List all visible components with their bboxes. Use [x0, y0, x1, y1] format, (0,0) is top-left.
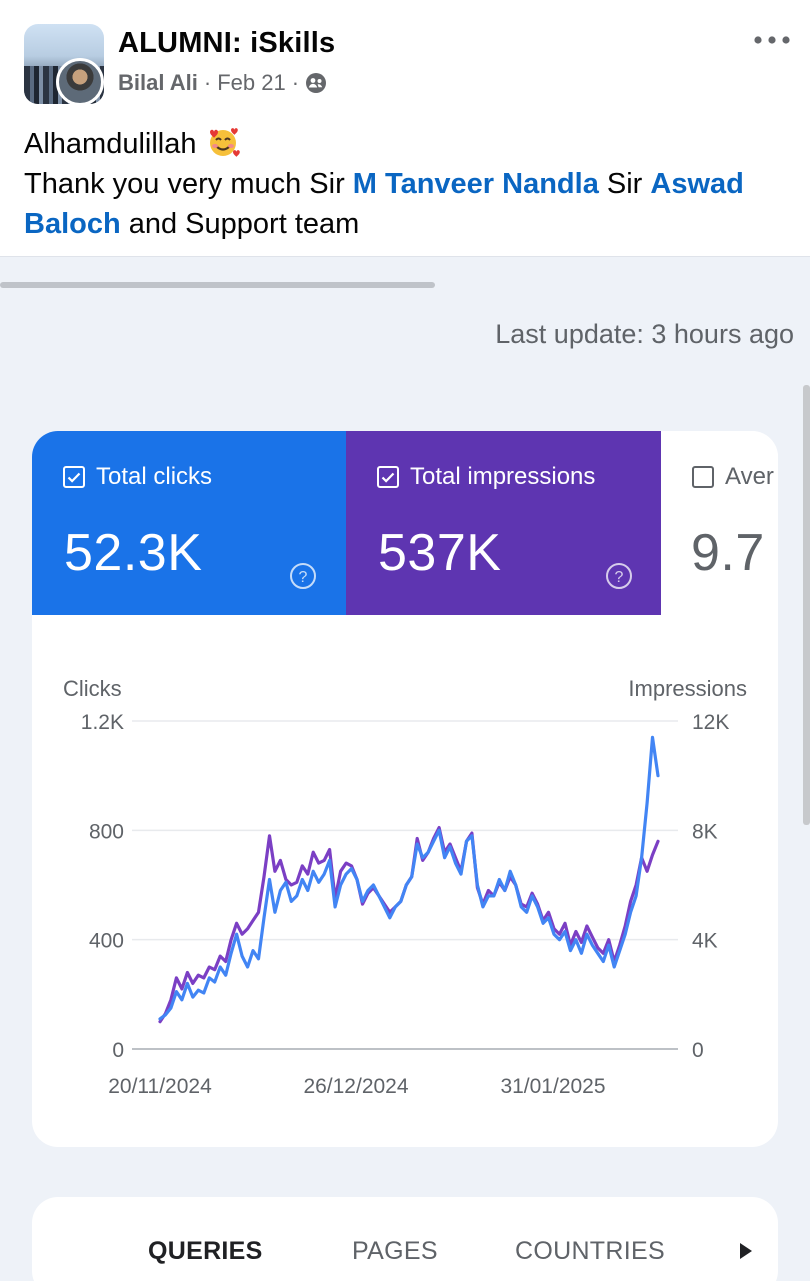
y-tick-left: 800 — [89, 820, 124, 843]
group-name[interactable]: ALUMNI: iSkills — [118, 27, 336, 59]
metric-label-text: Total clicks — [96, 463, 213, 490]
metric-label-text: Total impressions — [410, 463, 596, 490]
post-header: ALUMNI: iSkills Bilal Ali · Feb 21 · — [0, 0, 810, 118]
metric-total-clicks[interactable]: Total clicks 52.3K ? — [32, 431, 346, 615]
y-tick-left: 400 — [89, 930, 124, 953]
smiling-face-with-hearts-icon — [209, 128, 240, 157]
x-tick-label: 31/01/2025 — [500, 1075, 605, 1098]
checkbox-unchecked-icon[interactable] — [691, 465, 715, 489]
y-tick-left: 0 — [112, 1039, 124, 1062]
tab-pages[interactable]: PAGES — [352, 1237, 438, 1265]
x-tick-label: 26/12/2024 — [303, 1075, 408, 1098]
more-options-icon[interactable] — [752, 30, 792, 50]
mention-aswad-baloch[interactable]: Aswad Baloch — [24, 168, 744, 240]
metric-label: Total clicks — [62, 463, 212, 491]
scroll-progress-bar — [0, 282, 435, 288]
post-image-screenshot[interactable]: Last update: 3 hours ago Total clicks 52… — [0, 256, 810, 1281]
tab-queries[interactable]: QUERIES — [148, 1237, 263, 1265]
series-line-clicks — [158, 735, 660, 1021]
svg-text:?: ? — [299, 569, 308, 586]
help-icon[interactable]: ? — [288, 561, 318, 591]
post-date[interactable]: Feb 21 — [217, 70, 286, 95]
metric-value: 9.7 — [691, 524, 765, 582]
metric-label-text: Aver — [725, 463, 774, 490]
vertical-scrollbar — [803, 385, 810, 825]
performance-chart[interactable]: Clicks Impressions 1.2K 12K 800 8K 400 4K 0 0 2… — [32, 615, 778, 1147]
report-tabs: QUERIES PAGES COUNTRIES — [32, 1197, 778, 1281]
y-tick-right: 8K — [692, 820, 718, 843]
post-body: Alhamdulillah Thank you very much Sir M … — [24, 124, 794, 244]
post-text-part: Sir — [598, 168, 651, 200]
performance-card: Total clicks 52.3K ? Total impressions 5… — [32, 431, 778, 1147]
meta-separator-2: · — [291, 70, 300, 95]
post-text-part: and Support team — [120, 208, 360, 240]
metric-total-impressions[interactable]: Total impressions 537K ? — [346, 431, 661, 615]
y-tick-left: 1.2K — [81, 711, 124, 734]
svg-text:?: ? — [615, 569, 624, 586]
members-privacy-icon — [306, 73, 327, 93]
tab-countries[interactable]: COUNTRIES — [515, 1237, 665, 1265]
series-line-impressions — [158, 826, 660, 1024]
post-line-1: Alhamdulillah — [24, 124, 794, 164]
author-name[interactable]: Bilal Ali — [118, 70, 198, 95]
y-tick-right: 0 — [692, 1039, 704, 1062]
meta-separator: · — [203, 70, 212, 95]
post-text-part: Thank you very much Sir — [24, 168, 353, 200]
checkbox-checked-icon[interactable] — [376, 465, 400, 489]
metric-value: 52.3K — [64, 524, 203, 582]
x-tick-label: 20/11/2024 — [108, 1075, 212, 1098]
post-line-1-text: Alhamdulillah — [24, 128, 197, 160]
tabs-next-arrow-icon[interactable] — [738, 1241, 754, 1261]
post-line-2: Thank you very much Sir M Tanveer Nandla… — [24, 164, 794, 244]
post-meta: Bilal Ali · Feb 21 · — [118, 70, 327, 96]
mention-tanveer-nandla[interactable]: M Tanveer Nandla — [352, 168, 599, 200]
y-axis-right-label: Impressions — [628, 676, 747, 701]
author-avatar[interactable] — [56, 58, 104, 106]
metric-label: Aver — [691, 463, 774, 491]
y-axis-left-label: Clicks — [63, 676, 122, 701]
y-tick-right: 12K — [692, 711, 729, 734]
last-update-text: Last update: 3 hours ago — [495, 319, 794, 349]
y-tick-right: 4K — [692, 930, 718, 953]
checkbox-checked-icon[interactable] — [62, 465, 86, 489]
help-icon[interactable]: ? — [604, 561, 634, 591]
metric-average[interactable]: Aver 9.7 — [661, 431, 778, 615]
metric-label: Total impressions — [376, 463, 595, 491]
metric-value: 537K — [378, 524, 502, 582]
